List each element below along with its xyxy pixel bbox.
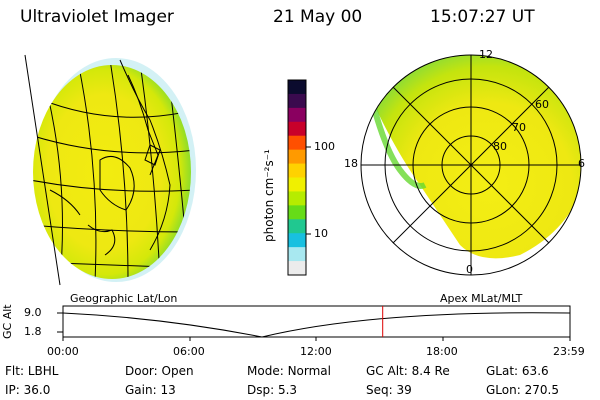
gc-alt-axis-title: GC Alt <box>1 304 14 339</box>
time-label: 15:07:27 UT <box>430 7 535 27</box>
date-label: 21 May 00 <box>273 7 363 27</box>
alt-min-label: 1.8 <box>24 325 42 338</box>
colorbar-band <box>288 233 306 248</box>
geographic-label: Geographic Lat/Lon <box>70 292 178 305</box>
polar-grid <box>360 54 582 276</box>
colorbar-band <box>288 219 306 234</box>
colorbar-band <box>288 121 306 137</box>
geographic-globe <box>24 54 196 286</box>
colorbar-band <box>288 107 306 123</box>
colorbar-band <box>288 177 306 192</box>
alt-max-label: 9.0 <box>24 306 42 319</box>
time-tick-4: 23:59 <box>553 345 585 358</box>
mlt-label-18: 18 <box>344 157 358 170</box>
time-tick-3: 18:00 <box>426 345 458 358</box>
mlt-label-6: 6 <box>578 157 585 170</box>
time-tick-2: 12:00 <box>300 345 332 358</box>
glat-status: GLat: 63.6 <box>486 364 549 378</box>
lat-label-60: 60 <box>535 98 549 111</box>
colorbar-tick-10: 10 <box>314 227 328 240</box>
colorbar-band <box>288 93 306 109</box>
door-status: Door: Open <box>125 364 194 378</box>
orbit-panel <box>57 305 571 341</box>
colorbar-band <box>288 149 306 165</box>
mlt-label-0: 0 <box>466 263 473 276</box>
colorbar-band <box>288 261 306 276</box>
time-tick-1: 06:00 <box>173 345 205 358</box>
gc-alt-status: GC Alt: 8.4 Re <box>366 364 450 378</box>
time-tick-0: 00:00 <box>47 345 79 358</box>
seq-status: Seq: 39 <box>366 383 412 397</box>
instrument-title: Ultraviolet Imager <box>20 7 174 27</box>
lat-label-80: 80 <box>493 140 507 153</box>
coastlines <box>49 59 171 256</box>
filter-status: Flt: LBHL <box>5 364 59 378</box>
polar-plot <box>360 54 582 276</box>
colorbar-band <box>288 80 306 95</box>
colorbar-band <box>288 247 306 262</box>
colorbar-band <box>288 205 306 220</box>
gain-status: Gain: 13 <box>125 383 176 397</box>
apex-label: Apex MLat/MLT <box>440 292 523 305</box>
color-bar <box>287 79 311 276</box>
dsp-status: Dsp: 5.3 <box>247 383 298 397</box>
ip-status: IP: 36.0 <box>5 383 51 397</box>
glon-status: GLon: 270.5 <box>486 383 559 397</box>
colorbar-band <box>288 191 306 206</box>
colorbar-tick-100: 100 <box>314 140 335 153</box>
colorbar-band <box>288 163 306 178</box>
colorbar-band <box>288 135 306 151</box>
orbit-altitude-curve <box>62 312 571 338</box>
mlt-label-12: 12 <box>479 48 493 61</box>
lat-label-70: 70 <box>512 121 526 134</box>
colorbar-unit-label: photon cm⁻²s⁻¹ <box>262 149 276 242</box>
mode-status: Mode: Normal <box>247 364 331 378</box>
